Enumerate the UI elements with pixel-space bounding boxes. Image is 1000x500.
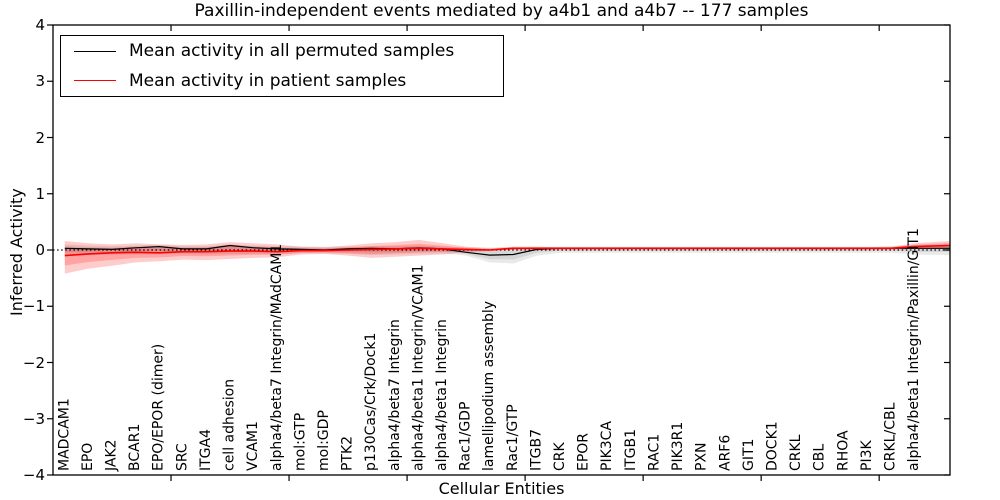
- legend: Mean activity in all permuted samples Me…: [60, 35, 504, 97]
- x-tick-label: RAC1: [646, 433, 663, 471]
- x-tick-label: MADCAM1: [56, 398, 73, 471]
- x-tick-label: ITGB1: [622, 428, 639, 471]
- x-axis-label: Cellular Entities: [438, 479, 565, 498]
- x-tick-label: CRKL/CBL: [882, 402, 899, 471]
- y-tick-label: 2: [35, 128, 45, 147]
- y-tick-label: −1: [22, 297, 45, 316]
- y-tick-label: −2: [22, 353, 45, 372]
- x-tick-label: EPO/EPOR (dimer): [150, 343, 167, 471]
- x-tick-label: Rac1/GDP: [457, 401, 474, 471]
- x-tick-label: CBL: [811, 443, 828, 471]
- x-tick-label: RHOA: [835, 430, 852, 471]
- x-tick-label: PIK3R1: [670, 421, 686, 471]
- x-tick-label: VCAM1: [245, 421, 262, 471]
- x-tick-label: p130Cas/Crk/Dock1: [363, 332, 380, 471]
- legend-line-red: [74, 80, 116, 82]
- x-tick-label: lamellipodium assembly: [481, 300, 498, 471]
- y-tick-label: −3: [22, 409, 45, 428]
- x-tick-label: CRKL: [788, 434, 805, 471]
- x-tick-label: SRC: [174, 443, 191, 471]
- x-tick-label: JAK2: [103, 439, 120, 471]
- x-tick-label: PTK2: [339, 435, 356, 471]
- x-tick-label: mol:GDP: [316, 410, 332, 471]
- x-tick-label: PIK3CA: [599, 420, 616, 471]
- x-tick-label: ARF6: [717, 434, 734, 471]
- x-tick-label: Rac1/GTP: [504, 404, 521, 471]
- x-tick-label: alpha4/beta1 Integrin: [434, 319, 450, 471]
- patient-mean-line: [64, 244, 951, 257]
- x-tick-label: ITGA4: [197, 428, 214, 471]
- x-tick-label: mol:GTP: [292, 412, 309, 471]
- x-tick-label: CRK: [552, 442, 568, 471]
- x-tick-label: GIT1: [740, 438, 757, 471]
- legend-label-patient: Mean activity in patient samples: [129, 70, 407, 91]
- x-tick-label: PXN: [693, 442, 710, 471]
- x-tick-label: PI3K: [858, 440, 875, 471]
- x-tick-label: EPOR: [575, 432, 592, 471]
- legend-line-black: [74, 50, 116, 52]
- x-tick-label: alpha4/beta7 Integrin/MAdCAM1: [268, 243, 285, 471]
- x-tick-label: ITGB7: [528, 428, 545, 471]
- x-tick-label: DOCK1: [764, 421, 781, 471]
- legend-label-permuted: Mean activity in all permuted samples: [129, 41, 455, 62]
- x-tick-label: cell adhesion: [221, 378, 238, 471]
- chart-title: Paxillin-independent events mediated by …: [194, 1, 809, 21]
- y-tick-label: 1: [35, 184, 45, 203]
- x-tick-label: alpha4/beta1 Integrin/VCAM1: [410, 264, 427, 472]
- y-tick-label: 3: [35, 72, 45, 91]
- legend-entry-permuted: Mean activity in all permuted samples: [61, 37, 503, 66]
- y-tick-label: 0: [35, 241, 45, 259]
- y-tick-label: −4: [22, 466, 45, 484]
- x-tick-label: alpha4/beta1 Integrin/Paxillin/GIT1: [906, 228, 923, 471]
- x-tick-label: alpha4/beta7 Integrin: [386, 319, 403, 471]
- x-tick-label: BCAR1: [127, 423, 144, 471]
- y-tick-label: 4: [35, 16, 45, 34]
- legend-entry-patient: Mean activity in patient samples: [61, 66, 503, 95]
- x-tick-label: EPO: [79, 442, 96, 471]
